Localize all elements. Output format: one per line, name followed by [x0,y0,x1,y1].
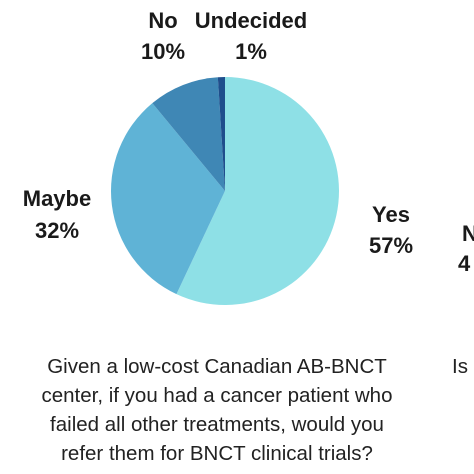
label-yes-value: 57% [369,233,413,258]
label-undecided-name: Undecided [195,8,307,33]
label-no-value: 10% [141,39,185,64]
slice-undecided [217,76,225,191]
slice-label-no: No 10% [141,8,185,64]
partial-next-chart-label: N [462,221,474,246]
slice-no [152,77,225,191]
partial-next-caption: Is [452,355,468,378]
label-yes-name: Yes [372,202,410,227]
pie-slices [110,76,339,305]
label-undecided-value: 1% [235,39,267,64]
slice-label-undecided: Undecided 1% [195,8,307,64]
slice-label-maybe: Maybe 32% [23,186,91,243]
pie-chart: No 10% Undecided 1% Maybe 32% Yes 57% [23,8,413,305]
chart-caption: Given a low-cost Canadian AB-BNCT center… [0,352,474,474]
label-no-name: No [148,8,177,33]
slice-maybe [110,103,225,295]
caption-line-4: refer them for BNCT clinical trials? [61,442,373,465]
caption-line-3: failed all other treatments, would you [50,413,384,436]
caption-line-2: center, if you had a cancer patient who [41,384,393,407]
label-maybe-value: 32% [35,218,79,243]
partial-next-chart-value: 4 [458,251,471,276]
slice-label-yes: Yes 57% [369,202,413,258]
label-maybe-name: Maybe [23,186,91,211]
slice-yes [176,77,339,305]
caption-line-1: Given a low-cost Canadian AB-BNCT [47,355,387,378]
